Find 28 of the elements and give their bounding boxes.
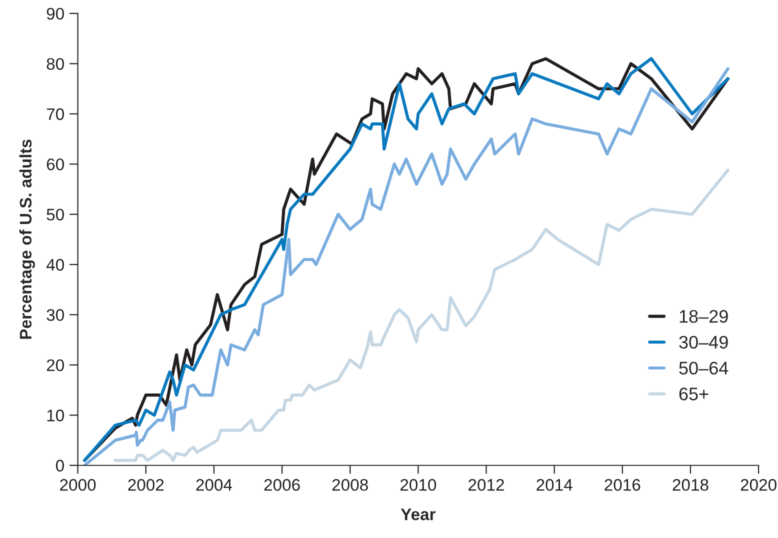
x-tick-label: 2004 (196, 479, 232, 491)
x-tick-label: 2012 (468, 479, 504, 491)
y-tick-label: 10 (47, 410, 64, 422)
x-tick-label: 2010 (400, 479, 436, 491)
y-tick-label: 80 (46, 58, 64, 70)
legend-label: 65+ (679, 388, 708, 400)
x-tick-label: 2000 (60, 479, 96, 491)
x-tick-label: 2018 (672, 479, 708, 491)
x-tick-label: 2002 (128, 479, 164, 491)
y-tick-label: 70 (46, 108, 64, 120)
y-tick-label: 90 (46, 8, 64, 20)
legend-label: 18–29 (680, 310, 728, 323)
line-series (114, 168, 730, 462)
y-tick-label: 30 (46, 309, 64, 321)
legend-label: 30–49 (679, 336, 728, 349)
legend-label: 50–64 (679, 362, 728, 374)
y-tick-label: 40 (46, 258, 64, 271)
x-tick-label: 2006 (264, 479, 300, 491)
x-tick-label: 2016 (604, 479, 640, 491)
x-tick-label: 2020 (740, 479, 776, 491)
x-axis-title: Year (400, 508, 436, 520)
y-tick-label: 20 (46, 359, 64, 372)
x-tick-label: 2008 (332, 479, 368, 491)
x-tick-label: 2014 (536, 479, 572, 491)
y-axis-title: Percentage of U.S. adults (19, 140, 35, 339)
y-tick-label: 60 (46, 158, 64, 170)
y-tick-label: 50 (46, 208, 64, 221)
y-tick-label: 0 (56, 460, 64, 472)
